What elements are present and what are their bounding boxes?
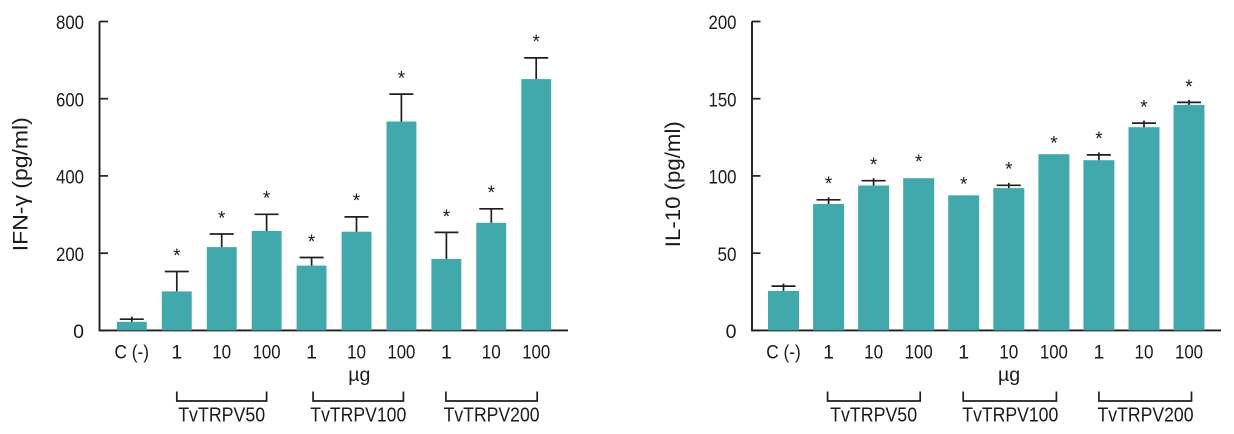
svg-text:µg: µg bbox=[348, 364, 370, 386]
svg-text:*: * bbox=[1185, 77, 1193, 98]
svg-text:100: 100 bbox=[709, 167, 737, 189]
svg-text:1: 1 bbox=[823, 342, 834, 364]
svg-text:*: * bbox=[825, 174, 833, 195]
svg-text:*: * bbox=[532, 32, 540, 53]
svg-text:100: 100 bbox=[253, 342, 281, 364]
svg-text:C (-): C (-) bbox=[115, 342, 150, 364]
svg-text:1: 1 bbox=[958, 342, 969, 364]
svg-text:TvTRPV100: TvTRPV100 bbox=[962, 404, 1058, 427]
svg-text:200: 200 bbox=[709, 12, 737, 34]
svg-text:400: 400 bbox=[56, 167, 84, 189]
svg-text:*: * bbox=[1095, 129, 1103, 150]
svg-text:TvTRPV50: TvTRPV50 bbox=[178, 404, 265, 427]
svg-text:1: 1 bbox=[441, 342, 452, 364]
svg-text:*: * bbox=[308, 232, 316, 253]
svg-text:IL-10 (pg/ml): IL-10 (pg/ml) bbox=[662, 121, 685, 247]
svg-text:100: 100 bbox=[1040, 342, 1068, 364]
svg-text:10: 10 bbox=[482, 342, 501, 364]
svg-text:*: * bbox=[398, 68, 406, 89]
svg-text:TvTRPV200: TvTRPV200 bbox=[444, 404, 540, 427]
svg-text:C (-): C (-) bbox=[766, 342, 801, 364]
svg-text:1: 1 bbox=[1093, 342, 1104, 364]
svg-text:100: 100 bbox=[1175, 342, 1203, 364]
svg-text:*: * bbox=[488, 183, 496, 204]
svg-text:TvTRPV100: TvTRPV100 bbox=[310, 404, 406, 427]
svg-text:*: * bbox=[218, 208, 226, 229]
svg-text:TvTRPV50: TvTRPV50 bbox=[830, 404, 917, 427]
svg-text:10: 10 bbox=[347, 342, 366, 364]
svg-text:150: 150 bbox=[709, 89, 737, 111]
svg-text:1: 1 bbox=[306, 342, 317, 364]
svg-text:600: 600 bbox=[56, 89, 84, 111]
svg-text:*: * bbox=[915, 152, 923, 173]
svg-text:*: * bbox=[353, 191, 361, 212]
svg-text:*: * bbox=[173, 246, 181, 267]
svg-text:0: 0 bbox=[73, 321, 84, 343]
svg-text:10: 10 bbox=[999, 342, 1018, 364]
svg-text:*: * bbox=[263, 189, 271, 210]
svg-text:1: 1 bbox=[171, 342, 182, 364]
svg-text:100: 100 bbox=[387, 342, 415, 364]
svg-text:*: * bbox=[870, 155, 878, 176]
svg-text:µg: µg bbox=[998, 364, 1020, 386]
svg-text:*: * bbox=[1005, 160, 1013, 181]
svg-text:*: * bbox=[1050, 134, 1058, 155]
svg-text:100: 100 bbox=[905, 342, 933, 364]
svg-text:0: 0 bbox=[726, 321, 737, 343]
svg-text:TvTRPV200: TvTRPV200 bbox=[1098, 404, 1194, 427]
svg-text:10: 10 bbox=[1135, 342, 1154, 364]
svg-text:50: 50 bbox=[718, 244, 737, 266]
svg-text:10: 10 bbox=[864, 342, 883, 364]
svg-text:800: 800 bbox=[56, 12, 84, 34]
svg-text:IFN-γ (pg/ml): IFN-γ (pg/ml) bbox=[10, 117, 33, 251]
svg-text:*: * bbox=[443, 207, 451, 228]
svg-text:*: * bbox=[1140, 97, 1148, 118]
svg-text:*: * bbox=[960, 174, 968, 195]
svg-text:200: 200 bbox=[56, 244, 84, 266]
svg-text:100: 100 bbox=[522, 342, 550, 364]
svg-text:10: 10 bbox=[212, 342, 231, 364]
